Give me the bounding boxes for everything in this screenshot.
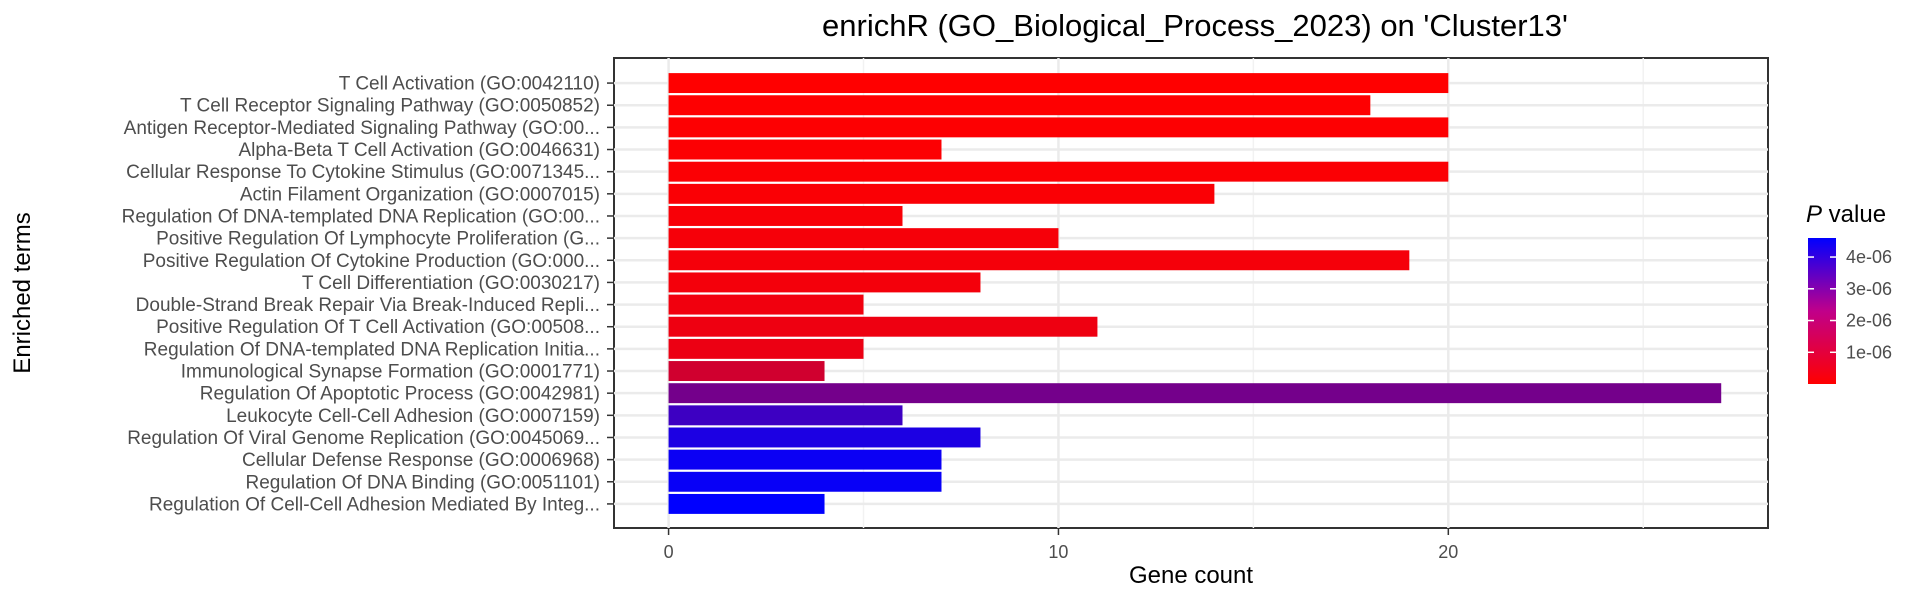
bars (668, 73, 1722, 514)
legend-ticks: 1e-06 2e-06 3e-06 4e-06 (1808, 247, 1892, 362)
legend-colorbar (1808, 238, 1836, 384)
bar (668, 427, 981, 448)
legend: P value 1e-06 2e-06 3e-06 4e-06 (1806, 201, 1892, 384)
category-label: Double-Strand Break Repair Via Break-Ind… (136, 295, 600, 316)
bar (668, 449, 942, 470)
category-label: Cellular Defense Response (GO:0006968) (242, 450, 600, 471)
bar (668, 228, 1059, 249)
bar (668, 383, 1722, 404)
category-label: Regulation Of DNA-templated DNA Replicat… (144, 339, 600, 360)
bar (668, 139, 942, 160)
category-label: Cellular Response To Cytokine Stimulus (… (126, 162, 600, 183)
legend-tick-label: 3e-06 (1846, 279, 1892, 299)
category-label: Antigen Receptor-Mediated Signaling Path… (124, 118, 600, 139)
legend-title: P value (1806, 201, 1886, 228)
bar (668, 471, 942, 492)
category-label: Positive Regulation Of Lymphocyte Prolif… (156, 229, 600, 250)
legend-tick-label: 4e-06 (1846, 247, 1892, 267)
category-label: T Cell Differentiation (GO:0030217) (302, 273, 600, 294)
bar (668, 294, 864, 315)
bar (668, 73, 1449, 94)
bar (668, 338, 864, 359)
bar (668, 161, 1449, 182)
bar (668, 117, 1449, 138)
bar (668, 361, 825, 381)
bar (668, 206, 903, 226)
bar (668, 405, 903, 426)
category-label: Leukocyte Cell-Cell Adhesion (GO:0007159… (226, 406, 600, 427)
x-axis-title: Gene count (1129, 562, 1253, 589)
y-axis-title: Enriched terms (9, 212, 36, 373)
category-label: Positive Regulation Of T Cell Activation… (156, 317, 600, 338)
x-tick-label: 10 (1048, 542, 1068, 562)
category-label: T Cell Receptor Signaling Pathway (GO:00… (180, 96, 600, 117)
category-labels: T Cell Activation (GO:0042110)T Cell Rec… (122, 74, 614, 515)
category-label: Immunological Synapse Formation (GO:0001… (181, 362, 600, 383)
category-label: Regulation Of Apoptotic Process (GO:0042… (200, 384, 600, 405)
category-label: Actin Filament Organization (GO:0007015) (240, 184, 600, 205)
chart-title: enrichR (GO_Biological_Process_2023) on … (822, 8, 1568, 43)
category-label: Regulation Of DNA Binding (GO:0051101) (245, 472, 600, 493)
legend-title-italic: P (1806, 201, 1822, 228)
bar (668, 493, 825, 514)
category-label: Regulation Of DNA-templated DNA Replicat… (122, 206, 600, 227)
bar (668, 272, 981, 293)
category-label: Regulation Of Cell-Cell Adhesion Mediate… (149, 494, 600, 515)
x-axis-ticks: 0 10 20 (664, 528, 1458, 562)
bar (668, 95, 1371, 116)
bar (668, 183, 1215, 204)
legend-title-rest: value (1822, 201, 1886, 228)
bar (668, 316, 1098, 337)
x-tick-label: 0 (664, 542, 674, 562)
bar (668, 250, 1410, 271)
x-tick-label: 20 (1438, 542, 1458, 562)
legend-tick-label: 1e-06 (1846, 342, 1892, 362)
category-label: Alpha-Beta T Cell Activation (GO:0046631… (238, 140, 600, 161)
category-label: T Cell Activation (GO:0042110) (339, 74, 600, 95)
category-label: Positive Regulation Of Cytokine Producti… (143, 251, 600, 272)
legend-tick-label: 2e-06 (1846, 311, 1892, 331)
category-label: Regulation Of Viral Genome Replication (… (127, 428, 600, 449)
